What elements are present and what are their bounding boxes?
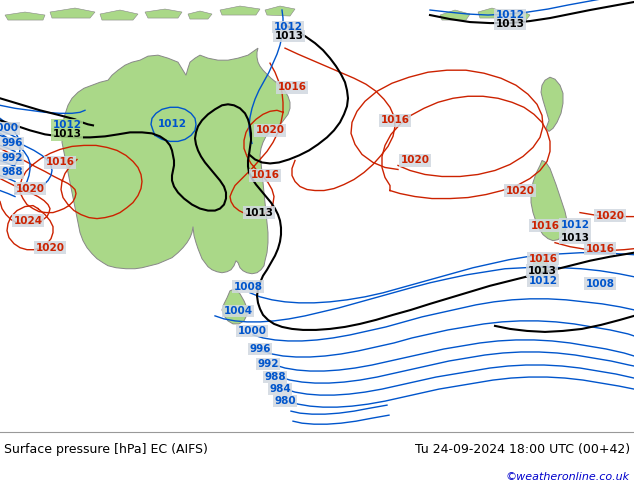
Polygon shape	[100, 10, 138, 20]
Polygon shape	[188, 11, 212, 19]
Polygon shape	[265, 6, 295, 16]
Polygon shape	[222, 289, 247, 324]
Polygon shape	[533, 256, 549, 277]
Text: 984: 984	[269, 384, 291, 394]
Text: 1012: 1012	[496, 10, 524, 20]
Text: 1020: 1020	[505, 186, 534, 196]
Text: 1016: 1016	[46, 157, 75, 168]
Polygon shape	[145, 9, 182, 18]
Text: 1012: 1012	[53, 121, 82, 130]
Text: 1012: 1012	[157, 120, 186, 129]
Text: ©weatheronline.co.uk: ©weatheronline.co.uk	[506, 472, 630, 482]
Text: 1008: 1008	[233, 282, 262, 292]
Text: 1016: 1016	[531, 220, 559, 231]
Text: 1016: 1016	[586, 244, 614, 254]
Text: 1024: 1024	[13, 216, 42, 225]
Text: 1013: 1013	[245, 208, 273, 218]
Text: 1000: 1000	[0, 123, 18, 133]
Text: 1016: 1016	[250, 171, 280, 180]
Text: 996: 996	[249, 344, 271, 354]
Text: 1000: 1000	[238, 326, 266, 336]
Text: Tu 24-09-2024 18:00 UTC (00+42): Tu 24-09-2024 18:00 UTC (00+42)	[415, 443, 630, 456]
Polygon shape	[50, 8, 95, 18]
Text: 1012: 1012	[560, 220, 590, 230]
Text: 1016: 1016	[380, 115, 410, 125]
Text: 988: 988	[264, 372, 286, 382]
Text: 1013: 1013	[496, 19, 524, 29]
Text: 996: 996	[1, 138, 23, 148]
Polygon shape	[5, 12, 45, 20]
Text: 1013: 1013	[527, 266, 557, 276]
Text: 1008: 1008	[586, 279, 614, 289]
Text: 992: 992	[1, 153, 23, 164]
Text: 1012: 1012	[273, 22, 302, 32]
Text: 1013: 1013	[53, 129, 82, 139]
Polygon shape	[478, 8, 505, 18]
Text: 1020: 1020	[401, 155, 429, 166]
Text: 1016: 1016	[278, 82, 306, 92]
Text: 988: 988	[1, 168, 23, 177]
Text: 1016: 1016	[529, 254, 557, 264]
Text: 1004: 1004	[223, 306, 252, 316]
Polygon shape	[440, 10, 470, 20]
Text: 1013: 1013	[560, 233, 590, 243]
Polygon shape	[62, 48, 290, 274]
Polygon shape	[510, 11, 530, 20]
Text: 1020: 1020	[15, 184, 44, 194]
Text: 1020: 1020	[36, 243, 65, 253]
Text: 1012: 1012	[529, 276, 557, 286]
Text: 1020: 1020	[595, 211, 624, 220]
Polygon shape	[541, 77, 563, 131]
Text: 1020: 1020	[256, 125, 285, 135]
Text: Surface pressure [hPa] EC (AIFS): Surface pressure [hPa] EC (AIFS)	[4, 443, 208, 456]
Text: 992: 992	[257, 359, 279, 369]
Polygon shape	[220, 6, 260, 15]
Polygon shape	[531, 160, 567, 241]
Text: 980: 980	[274, 396, 296, 406]
Text: 1013: 1013	[275, 31, 304, 41]
